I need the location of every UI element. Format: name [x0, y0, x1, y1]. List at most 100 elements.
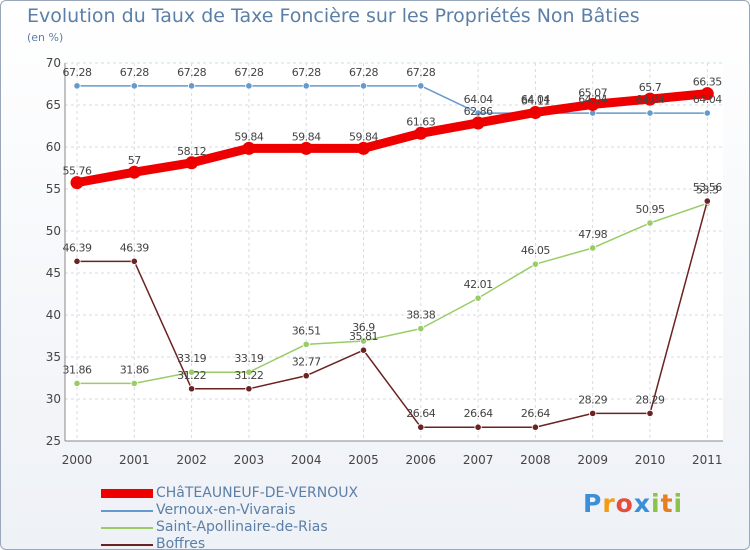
data-label: 64.11 [521, 94, 550, 107]
data-label: 50.95 [636, 203, 665, 216]
data-label: 57 [128, 154, 141, 167]
data-label: 31.22 [177, 369, 206, 382]
data-label: 67.28 [349, 66, 378, 79]
data-point [528, 105, 542, 119]
legend-label: Boffres [156, 536, 206, 550]
data-label: 67.28 [292, 66, 321, 79]
data-label: 31.86 [63, 363, 92, 376]
data-label: 35.81 [349, 330, 378, 343]
legend-swatch [101, 527, 153, 529]
x-tick-label: 2007 [463, 453, 494, 467]
data-label: 32.77 [292, 356, 321, 369]
data-label: 33.19 [234, 352, 263, 365]
y-tick-label: 55 [46, 182, 61, 196]
series-line-3 [76, 200, 709, 428]
data-label: 64.04 [521, 93, 550, 106]
data-point [414, 126, 428, 140]
data-point [646, 109, 654, 117]
data-label: 53.56 [693, 181, 722, 194]
data-point [359, 82, 368, 90]
data-label: 61.63 [406, 115, 435, 128]
data-label: 31.22 [234, 369, 263, 382]
data-point [130, 379, 138, 387]
data-point [245, 82, 253, 90]
y-tick-label: 60 [46, 140, 61, 154]
data-point [357, 141, 370, 155]
data-label: 67.28 [406, 66, 435, 79]
data-label: 64.04 [578, 93, 607, 106]
data-point [245, 368, 253, 376]
data-label: 36.51 [292, 324, 321, 337]
data-point [589, 244, 597, 252]
x-tick-label: 2004 [291, 453, 322, 467]
chart-title: Evolution du Taux de Taxe Foncière sur l… [27, 5, 640, 27]
data-label: 46.39 [120, 241, 149, 254]
data-label: 31.86 [120, 363, 149, 376]
x-tick-label: 2006 [406, 453, 437, 467]
data-point [302, 372, 310, 380]
data-point [130, 257, 138, 265]
data-label: 64.04 [464, 93, 493, 106]
data-label: 59.84 [292, 130, 321, 143]
x-tick-label: 2002 [176, 453, 207, 467]
data-point [417, 423, 425, 431]
data-label: 67.28 [177, 66, 206, 79]
y-tick-label: 35 [46, 350, 61, 364]
data-point [188, 368, 196, 376]
data-point [302, 340, 310, 348]
data-point [589, 409, 597, 417]
data-point [700, 87, 714, 101]
data-point [417, 325, 425, 333]
data-label: 67.28 [63, 66, 92, 79]
logo-letter: x [633, 489, 651, 518]
data-label: 62.86 [464, 105, 493, 118]
legend-swatch [101, 489, 153, 498]
data-point [359, 337, 368, 345]
data-point [474, 294, 482, 302]
data-point [130, 82, 138, 90]
data-label: 58.12 [177, 145, 206, 158]
data-point [646, 409, 654, 417]
data-point [471, 116, 485, 130]
legend-swatch [101, 544, 153, 546]
data-point [73, 257, 81, 265]
data-point [188, 385, 196, 393]
data-point [531, 260, 540, 268]
x-tick-label: 2010 [635, 453, 666, 467]
series-line-1 [76, 85, 709, 114]
x-tick-label: 2000 [62, 453, 93, 467]
unit-label: (en %) [27, 31, 64, 44]
data-label: 26.64 [406, 407, 435, 420]
data-point [299, 141, 313, 155]
data-label: 46.05 [521, 244, 550, 257]
data-label: 64.04 [693, 93, 722, 106]
data-label: 28.29 [636, 393, 665, 406]
series-line-2 [76, 202, 709, 385]
logo-letter: i [651, 489, 661, 518]
data-point [359, 346, 368, 354]
data-label: 55.76 [63, 165, 92, 178]
y-tick-label: 70 [46, 56, 61, 70]
data-point [417, 82, 425, 90]
data-label: 46.39 [63, 241, 92, 254]
x-tick-label: 2011 [692, 453, 723, 467]
logo-letter: P [583, 489, 603, 518]
data-label: 65.7 [639, 81, 662, 94]
y-tick-label: 50 [46, 224, 61, 238]
x-tick-label: 2008 [520, 453, 551, 467]
data-point [643, 92, 657, 106]
data-point [586, 97, 600, 111]
data-point [73, 379, 81, 387]
data-point [242, 141, 256, 155]
data-label: 26.64 [521, 407, 550, 420]
data-point [185, 156, 199, 170]
data-label: 28.29 [578, 393, 607, 406]
data-point [703, 109, 711, 117]
data-label: 53.3 [696, 183, 719, 196]
x-tick-label: 2003 [234, 453, 265, 467]
data-point [646, 219, 654, 227]
data-point [188, 82, 196, 90]
logo-letter: i [673, 489, 684, 518]
data-label: 33.19 [177, 352, 206, 365]
data-point [703, 197, 711, 205]
